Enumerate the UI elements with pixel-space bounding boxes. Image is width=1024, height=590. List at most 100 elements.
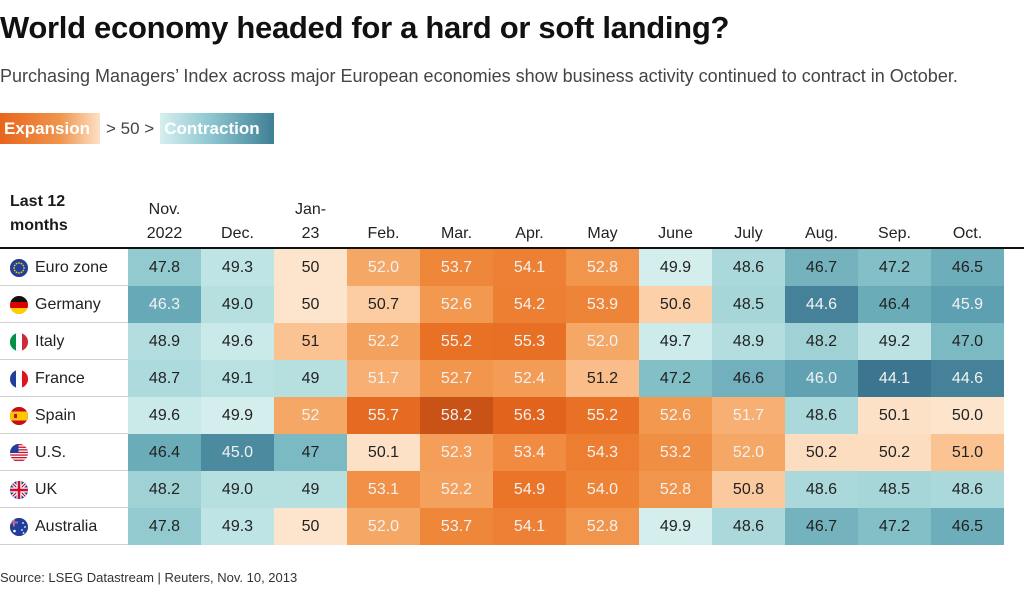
header-rule [0, 247, 1024, 249]
corner-label: Last 12 months [10, 190, 68, 238]
heatmap-cell: 53.2 [639, 434, 712, 471]
heatmap-cell: 48.6 [785, 471, 858, 508]
heatmap-cell: 52.7 [420, 360, 493, 397]
column-header-line: Apr. [515, 225, 544, 242]
column-header-line: Dec. [221, 225, 254, 242]
heatmap-cell: 52.0 [566, 323, 639, 360]
heatmap-cell: 58.2 [420, 397, 493, 434]
table-row: France 48.7 49.1 49 51.7 52.7 52.4 51.2 47.2 46.6… [0, 360, 1024, 397]
country-name: Italy [35, 332, 65, 350]
column-header: Jan- 23 [274, 188, 347, 246]
chart-title: World economy headed for a hard or soft … [0, 10, 730, 45]
row-divider [0, 544, 128, 545]
legend-threshold: > 50 > [106, 118, 155, 138]
heatmap-cell: 46.0 [785, 360, 858, 397]
heatmap-cell: 53.4 [493, 434, 566, 471]
heatmap-cell: 49.6 [128, 397, 201, 434]
france-flag-icon [10, 369, 28, 388]
column-header-label: Feb. [367, 222, 399, 246]
heatmap-cell: 48.9 [128, 323, 201, 360]
heatmap-cell: 48.5 [858, 471, 931, 508]
heatmap-cell: 48.6 [931, 471, 1004, 508]
table-row: Germany 46.3 49.0 50 50.7 52.6 54.2 53.9 50.6 48.… [0, 286, 1024, 323]
column-header-label: Aug. [805, 222, 838, 246]
column-header-label: July [734, 222, 762, 246]
row-label: Italy [10, 323, 64, 360]
column-header-label: Apr. [515, 222, 543, 246]
country-name: Australia [35, 517, 98, 535]
country-name: UK [35, 480, 58, 498]
column-header: Feb. [347, 188, 420, 246]
column-header-line: Mar. [440, 225, 473, 242]
heatmap-cell: 52.4 [493, 360, 566, 397]
row-divider [0, 433, 128, 434]
row-label: Australia [10, 508, 97, 545]
column-header-line: Oct. [952, 225, 983, 242]
heatmap-cell: 55.3 [493, 323, 566, 360]
germany-flag-icon [10, 295, 28, 314]
heatmap-cell: 48.6 [712, 249, 785, 286]
column-header-line: Feb. [367, 225, 400, 242]
heatmap-cell: 47 [274, 434, 347, 471]
heatmap-cell: 50.1 [347, 434, 420, 471]
heatmap-cell: 55.2 [420, 323, 493, 360]
column-header: Sep. [858, 188, 931, 246]
country-name: Euro zone [35, 258, 108, 276]
heatmap-cell: 52.8 [566, 249, 639, 286]
column-header-line: July [734, 225, 763, 242]
table-row: Euro zone 47.8 49.3 50 52.0 53.7 54.1 52.8 49.9 4… [0, 249, 1024, 286]
heatmap-cell: 49 [274, 471, 347, 508]
heatmap-cell: 52.0 [712, 434, 785, 471]
column-header-line: 2022 [146, 225, 183, 242]
heatmap-cell: 48.6 [712, 508, 785, 545]
eu-flag-icon [10, 258, 28, 277]
row-divider [0, 396, 128, 397]
column-header: Oct. [931, 188, 1004, 246]
heatmap-cell: 53.9 [566, 286, 639, 323]
row-divider [0, 285, 128, 286]
spain-flag-icon [10, 406, 28, 425]
heatmap-cell: 46.7 [785, 249, 858, 286]
heatmap-cell: 54.1 [493, 508, 566, 545]
australia-flag-icon [10, 517, 28, 536]
uk-flag-icon [10, 480, 28, 499]
heatmap-cell: 49.6 [201, 323, 274, 360]
heatmap-cell: 50.2 [785, 434, 858, 471]
column-header-label: Jan- 23 [295, 198, 326, 246]
heatmap-cell: 46.7 [785, 508, 858, 545]
corner-label-line2: months [10, 217, 68, 234]
heatmap-cell: 50 [274, 249, 347, 286]
column-header-label: June [658, 222, 693, 246]
heatmap-cell: 54.9 [493, 471, 566, 508]
column-header-line: Aug. [805, 225, 838, 242]
table-row: U.S. 46.4 45.0 47 50.1 52.3 53.4 54.3 53.2 52.0 50… [0, 434, 1024, 471]
heatmap-cell: 49 [274, 360, 347, 397]
heatmap-cell: 52.6 [639, 397, 712, 434]
heatmap-cell: 49.1 [201, 360, 274, 397]
corner-label-line1: Last 12 [10, 193, 66, 210]
table-header: Last 12 months Nov. 2022 Dec. Jan- 23 Feb. Mar… [0, 188, 1024, 246]
heatmap-cell: 52.3 [420, 434, 493, 471]
table-row: Australia 47.8 49.3 50 52.0 53.7 54.1 52.8 49.9 4… [0, 508, 1024, 545]
column-header-line: Nov. [148, 201, 181, 218]
chart-subtitle: Purchasing Managers’ Index across major … [0, 66, 958, 86]
row-label: Spain [10, 397, 76, 434]
heatmap-cell: 49.3 [201, 508, 274, 545]
heatmap-cell: 44.1 [858, 360, 931, 397]
heatmap-cell: 52 [274, 397, 347, 434]
heatmap-cell: 52.0 [347, 249, 420, 286]
heatmap-cell: 49.0 [201, 471, 274, 508]
heatmap-cell: 54.2 [493, 286, 566, 323]
column-header: Dec. [201, 188, 274, 246]
heatmap-cell: 52.2 [420, 471, 493, 508]
column-header: Nov. 2022 [128, 188, 201, 246]
heatmap-cell: 47.0 [931, 323, 1004, 360]
heatmap-cell: 50 [274, 286, 347, 323]
heatmap-cell: 49.0 [201, 286, 274, 323]
country-name: Spain [35, 406, 76, 424]
row-divider [0, 359, 128, 360]
heatmap-cell: 48.9 [712, 323, 785, 360]
column-header-line: Sep. [878, 225, 911, 242]
heatmap-cell: 49.9 [201, 397, 274, 434]
country-name: France [35, 369, 85, 387]
